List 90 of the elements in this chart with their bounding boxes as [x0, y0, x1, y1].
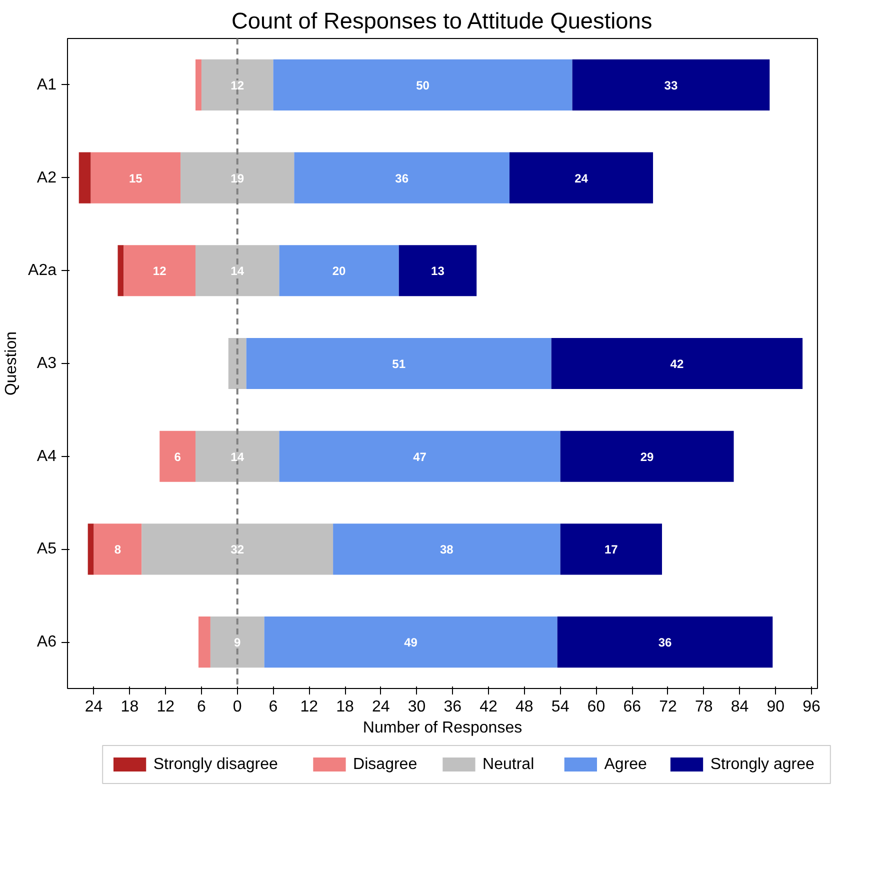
x-tick-label: 12: [300, 698, 318, 716]
data-label: 14: [230, 264, 244, 278]
bar: [294, 152, 510, 204]
bar: [195, 59, 202, 110]
data-label: 20: [332, 264, 346, 278]
data-label: 42: [670, 357, 684, 371]
y-tick-label: A5: [36, 540, 57, 558]
bar: [201, 59, 274, 110]
data-label: 12: [152, 264, 167, 278]
x-tick-label: 18: [336, 698, 354, 716]
data-label: 47: [413, 450, 427, 464]
bar: [264, 616, 558, 668]
bar: [78, 152, 91, 204]
bar: [198, 616, 210, 668]
bar: [180, 152, 294, 204]
bar: [160, 430, 196, 482]
y-tick-label: A4: [36, 448, 57, 465]
bar: [195, 245, 280, 296]
x-tick-label: 72: [659, 698, 677, 716]
chart-title: Count of Responses to Attitude Questions: [232, 8, 652, 34]
data-label: 17: [604, 542, 618, 557]
x-tick-label: 12: [156, 698, 175, 716]
x-tick-label: 18: [120, 698, 139, 716]
data-label: 29: [640, 450, 654, 464]
bar: [572, 59, 770, 110]
bar: [142, 524, 334, 575]
data-label: 50: [416, 78, 430, 92]
data-label: 33: [664, 78, 678, 92]
data-label: 51: [392, 357, 406, 371]
bar: [557, 616, 773, 668]
legend-label: Disagree: [353, 756, 418, 773]
bar: [279, 245, 399, 296]
y-tick-label: A3: [36, 355, 57, 372]
bar: [210, 616, 264, 668]
bar: [279, 430, 560, 482]
x-tick-label: 78: [694, 698, 713, 716]
bar: [560, 524, 662, 575]
bar: [88, 524, 94, 575]
x-tick-label: 24: [372, 698, 390, 716]
x-tick-label: 24: [84, 698, 103, 716]
x-tick-label: 6: [268, 698, 278, 716]
y-tick-label: A1: [36, 76, 57, 94]
bar: [195, 430, 280, 482]
data-label: 14: [230, 450, 244, 464]
x-tick-label: 96: [802, 698, 821, 716]
x-tick-label: 42: [480, 698, 498, 716]
x-tick-label: 48: [516, 698, 534, 716]
data-label: 32: [230, 542, 244, 557]
data-label: 13: [431, 264, 445, 278]
bar: [124, 245, 196, 296]
data-label: 36: [395, 171, 409, 186]
bar: [333, 524, 560, 575]
data-label: 24: [574, 171, 588, 186]
data-label: 6: [174, 450, 182, 464]
bar: [551, 338, 803, 390]
y-tick-label: A2a: [28, 262, 57, 280]
x-axis-title: Number of Responses: [362, 720, 522, 736]
legend-label: Neutral: [482, 756, 534, 773]
data-label: 38: [440, 542, 454, 557]
bar: [246, 338, 552, 390]
legend-label: Strongly disagree: [153, 756, 278, 773]
bar: [398, 245, 477, 296]
data-label: 8: [114, 542, 122, 557]
x-tick-label: 90: [766, 698, 785, 716]
data-label: 9: [234, 636, 242, 650]
legend-label: Agree: [604, 756, 648, 773]
x-tick-label: 36: [444, 698, 462, 716]
x-tick-label: 66: [623, 698, 642, 716]
data-label: 49: [404, 636, 418, 650]
bar: [90, 152, 181, 204]
data-label: 36: [658, 636, 672, 650]
data-label: 12: [230, 78, 244, 92]
bar: [560, 430, 734, 482]
data-label: 15: [129, 171, 143, 186]
bar: [118, 245, 124, 296]
bar: [273, 59, 572, 110]
x-tick-label: 60: [587, 698, 606, 716]
bar: [228, 338, 246, 390]
y-axis-title: Question: [3, 331, 20, 396]
bar: [509, 152, 654, 204]
legend-label: Strongly agree: [710, 756, 815, 773]
x-tick-label: 30: [408, 698, 426, 716]
x-tick-label: 84: [730, 698, 749, 716]
x-tick-label: 54: [551, 698, 570, 716]
x-tick-label: 6: [197, 698, 206, 716]
y-tick-label: A2: [36, 169, 57, 186]
bar: [94, 524, 142, 575]
x-tick-label: 0: [232, 698, 242, 716]
y-tick-label: A6: [36, 634, 57, 651]
data-label: 19: [230, 171, 244, 186]
